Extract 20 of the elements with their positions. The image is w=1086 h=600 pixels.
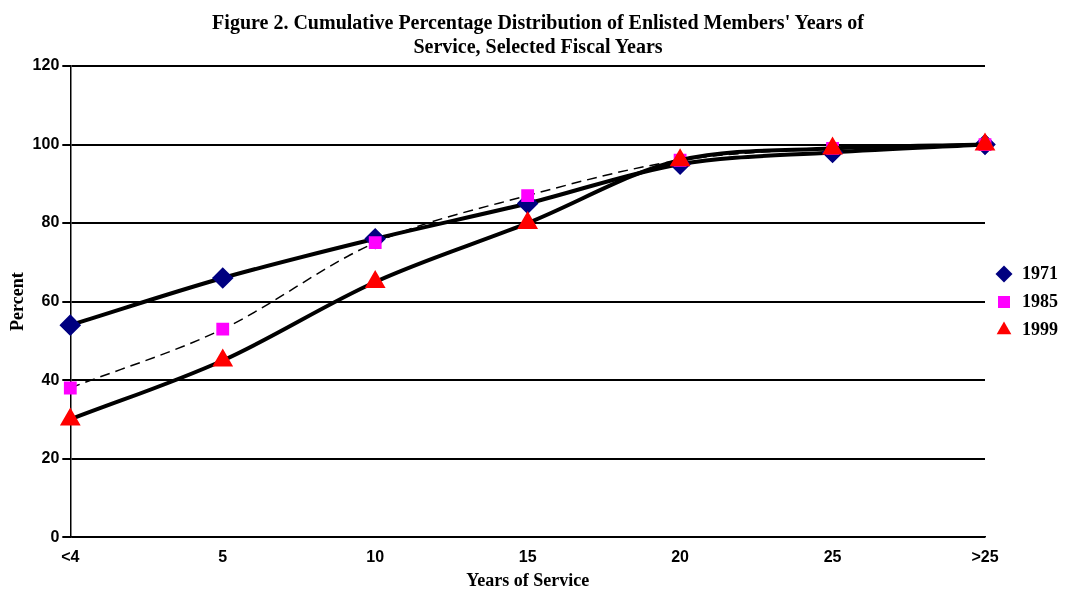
x-tick-label: 25 [823,548,842,566]
y-tick-label: 20 [41,449,60,467]
y-tick-label: 40 [41,370,60,388]
y-tick-label: 100 [32,134,60,152]
legend-label: 1985 [1022,290,1058,311]
x-tick-label: 5 [218,548,228,566]
y-axis-title: Percent [7,272,28,331]
x-tick-label: 15 [518,548,537,566]
x-axis-title: Years of Service [466,569,590,590]
legend-label: 1999 [1022,318,1058,339]
y-tick-label: 120 [32,56,60,74]
x-tick-label: 20 [671,548,690,566]
x-tick-label: 10 [366,548,385,566]
legend-label: 1971 [1022,262,1058,283]
y-tick-label: 80 [41,213,60,231]
x-tick-label: >25 [971,548,999,566]
chart-title: Figure 2. Cumulative Percentage Distribution of Enlisted Members' Years of Service, Selected Fiscal Years [212,11,865,58]
y-tick-label: 60 [41,292,60,310]
x-tick-label: <4 [61,548,80,566]
y-tick-label: 0 [50,527,60,545]
